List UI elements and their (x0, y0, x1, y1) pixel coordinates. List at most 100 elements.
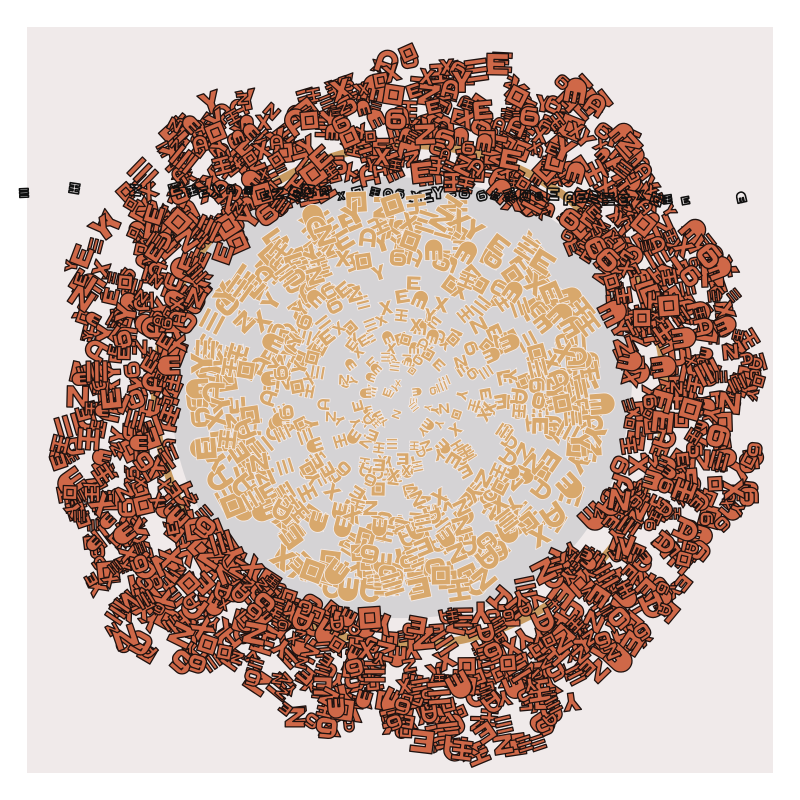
glyph-six (278, 404, 295, 421)
glyph-y (289, 358, 308, 374)
glyph-x (683, 353, 699, 369)
glyph-m (85, 311, 103, 329)
glyph-h (614, 286, 634, 306)
glyph-six (277, 619, 289, 632)
glyph-y (108, 425, 128, 443)
glyph-six (123, 361, 141, 379)
glyph-y (258, 289, 281, 309)
glyph-x (417, 67, 437, 87)
glyph-h (184, 183, 199, 198)
glyph-a (657, 602, 673, 617)
glyph-e (211, 241, 236, 266)
glyph-rect (241, 149, 260, 168)
glyph-y (293, 132, 316, 158)
glyph-x (446, 420, 465, 439)
glyph-e (443, 450, 464, 470)
glyph-x (624, 180, 656, 211)
glyph-rect (707, 475, 724, 492)
glyph-h (659, 267, 679, 287)
glyph-h (455, 269, 478, 292)
glyph-e (574, 189, 588, 204)
glyph-h (90, 462, 116, 488)
glyph-rect (498, 653, 518, 673)
glyph-z (294, 654, 310, 671)
glyph-m (579, 547, 594, 562)
glyph-y (234, 203, 260, 227)
glyph-z (271, 187, 285, 201)
glyph-ii (468, 293, 493, 318)
glyph-rect (288, 378, 306, 396)
glyph-six (713, 515, 731, 534)
glyph-z (452, 353, 469, 370)
glyph-z (173, 226, 201, 255)
glyph-a (259, 389, 279, 409)
glyph-ii (386, 437, 398, 450)
glyph-m (337, 576, 361, 602)
glyph-e (675, 451, 691, 467)
glyph-m (713, 315, 737, 338)
glyph-ii (132, 540, 148, 556)
glyph-ii (707, 449, 731, 473)
glyph-a (226, 183, 236, 195)
glyph-rect (175, 569, 203, 597)
glyph-e (329, 226, 357, 254)
glyph-h (668, 507, 682, 520)
glyph-m (242, 123, 262, 143)
glyph-ii (271, 423, 293, 444)
glyph-h (409, 440, 420, 451)
glyph-a (269, 134, 285, 151)
glyph-ii (412, 512, 434, 534)
glyph-x (356, 82, 371, 97)
glyph-x (246, 307, 275, 335)
glyph-y (268, 638, 290, 662)
glyph-z (335, 99, 352, 117)
glyph-z (437, 402, 451, 415)
glyph-e (650, 409, 675, 435)
glyph-m (326, 697, 346, 719)
glyph-six (160, 317, 174, 330)
glyph-x (285, 630, 302, 647)
glyph-h (460, 97, 475, 112)
glyph-rect (444, 331, 462, 349)
glyph-x (394, 379, 403, 388)
glyph-a (84, 339, 111, 365)
glyph-z (108, 441, 126, 458)
glyph-six (315, 716, 338, 739)
glyph-a (528, 476, 552, 500)
glyph-z (721, 342, 740, 361)
glyph-a (529, 605, 555, 633)
glyph-e (409, 160, 435, 185)
glyph-rect (215, 643, 234, 662)
glyph-y (610, 315, 633, 336)
glyph-a (415, 337, 429, 352)
glyph-h (84, 401, 99, 416)
glyph-e (544, 140, 561, 157)
glyph-e (617, 193, 631, 207)
glyph-y (502, 367, 519, 383)
glyph-x (333, 249, 352, 268)
glyph-y (431, 185, 445, 200)
glyph-rect (298, 556, 327, 586)
glyph-six (168, 649, 195, 675)
glyph-m (474, 133, 493, 153)
glyph-a (182, 591, 202, 611)
glyph-z (128, 183, 143, 197)
glyph-h (670, 476, 699, 506)
glyph-ii (714, 370, 729, 384)
glyph-z (304, 265, 327, 287)
glyph-rect (122, 196, 139, 213)
glyph-e (356, 332, 372, 349)
glyph-six (558, 208, 583, 232)
glyph-y (469, 601, 493, 625)
glyph-m (452, 240, 478, 267)
glyph-rect (632, 308, 652, 328)
glyph-e (478, 386, 493, 402)
glyph-six (632, 622, 652, 642)
glyph-m (411, 387, 423, 397)
glyph-six (458, 187, 471, 200)
glyph-six (388, 248, 408, 267)
glyph-ii (363, 660, 386, 683)
glyph-e (259, 189, 272, 202)
glyph-e (381, 386, 393, 399)
glyph-y (189, 351, 214, 375)
